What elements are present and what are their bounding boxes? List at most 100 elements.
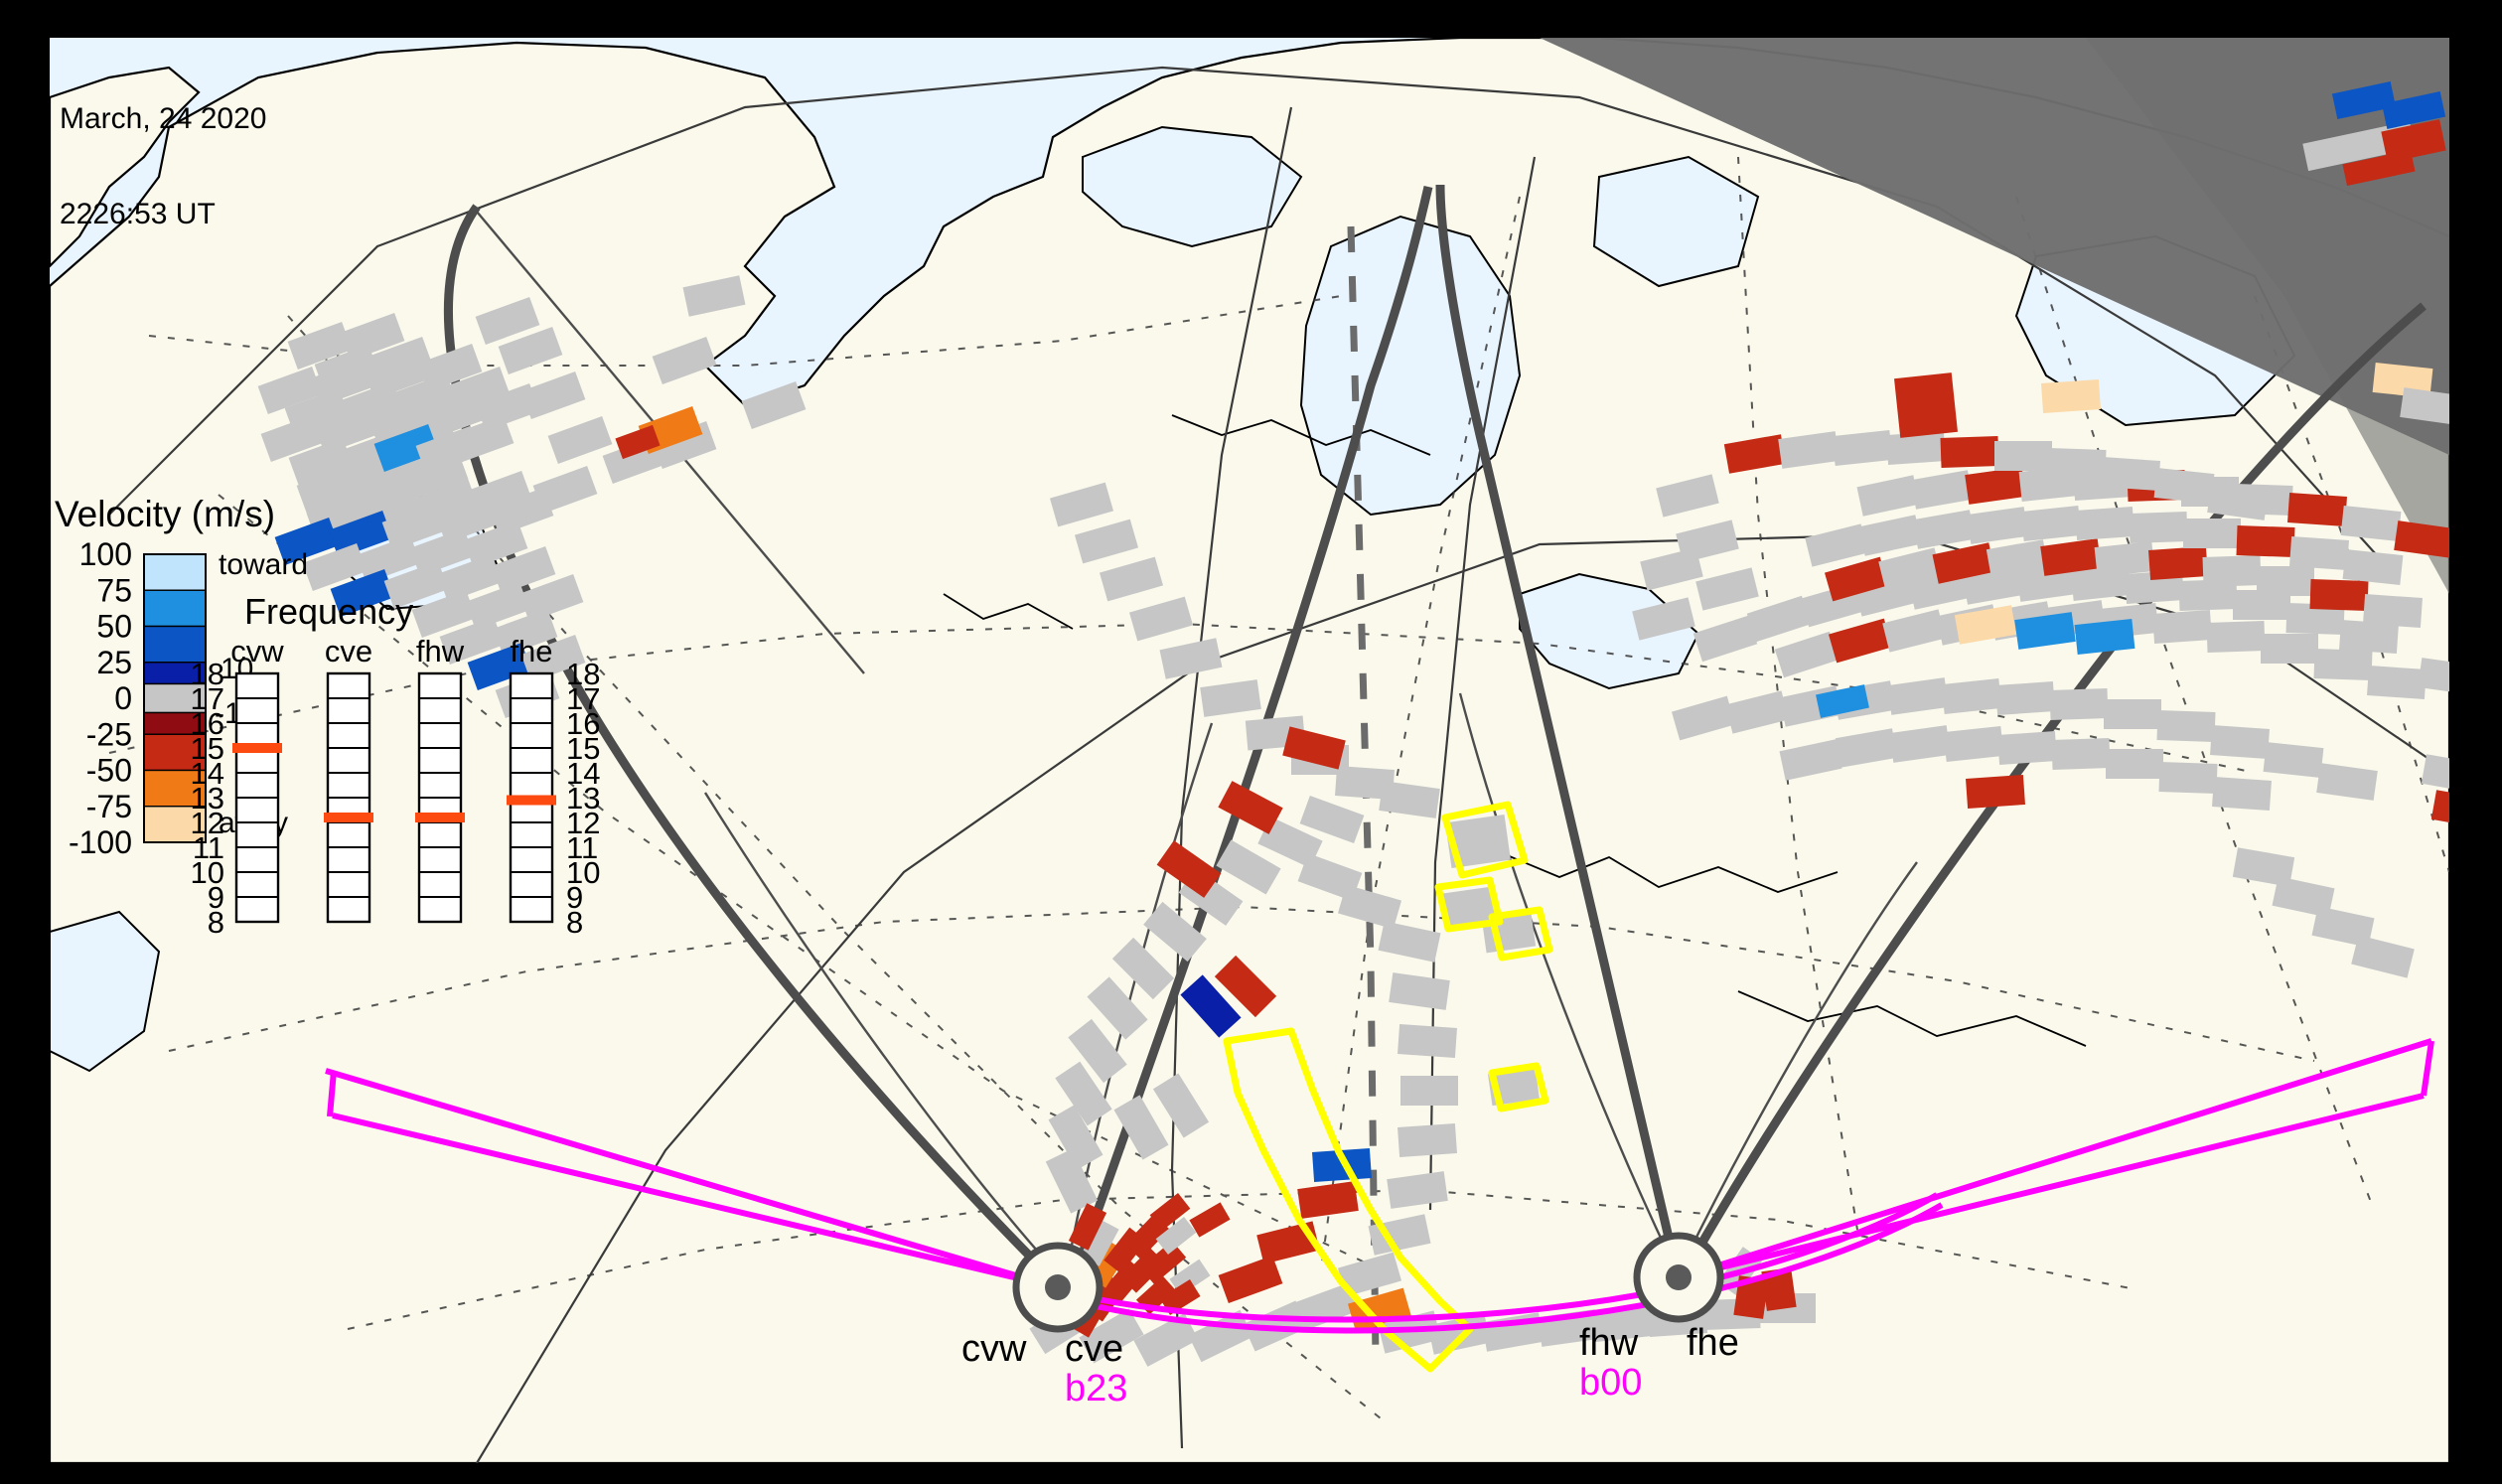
frequency-title: Frequency: [244, 591, 413, 632]
velocity-cell: [2331, 81, 2397, 119]
velocity-cell: [1941, 678, 2002, 714]
velocity-cell: [1779, 739, 1842, 781]
frequency-tick-left: 8: [208, 905, 224, 940]
velocity-cell: [2289, 536, 2349, 570]
velocity-cell: [1932, 542, 1995, 584]
frequency-tick-right: 15: [566, 731, 600, 766]
velocity-cell: [2351, 935, 2415, 978]
colorbar-tick: -100: [69, 824, 132, 860]
colorbar-title: Velocity (m/s): [55, 494, 275, 534]
velocity-cell: [615, 424, 661, 460]
velocity-cell: [274, 517, 340, 566]
velocity-cell: [1887, 677, 1949, 715]
frequency-column-header: cve: [325, 634, 372, 668]
velocity-cell: [498, 326, 563, 375]
velocity-cell: [1778, 431, 1840, 469]
velocity-cell: [2257, 566, 2314, 596]
velocity-cell: [2232, 847, 2295, 887]
velocity-cell: [1723, 434, 1787, 474]
fov-cv-outline-east: [1066, 185, 1433, 1289]
frequency-tick-left: 13: [191, 781, 224, 816]
station-cve-label: cve: [1065, 1328, 1123, 1370]
map-canvas: cvw cve b23 fhw fhe b00 Velocity (m/s) 1…: [50, 38, 2449, 1463]
velocity-cell: [1111, 937, 1175, 1000]
velocity-cell: [1080, 1219, 1119, 1266]
velocity-cell: [1200, 679, 1261, 717]
radar-site-cv[interactable]: [1012, 1242, 1104, 1333]
velocity-cell: [1282, 726, 1346, 770]
beam-b00-arc: [2421, 1040, 2434, 1097]
velocity-cell: [415, 425, 481, 475]
velocity-cell: [2212, 777, 2272, 811]
velocity-cell: [409, 527, 475, 577]
frequency-marker: [232, 743, 282, 753]
velocity-cell: [2202, 554, 2262, 588]
timestamp-block: March, 24 2020 2226:53 UT: [60, 40, 266, 294]
frequency-tick-right: 17: [566, 681, 600, 716]
colorbar-frame: [143, 553, 207, 843]
velocity-cell: [287, 321, 353, 371]
velocity-cell: [1816, 684, 1869, 718]
velocity-cell: [491, 545, 556, 595]
velocity-cell: [1337, 884, 1402, 930]
velocity-cell: [1695, 567, 1759, 611]
frequency-tick-right: 12: [566, 806, 600, 840]
velocity-cell: [1733, 1275, 1769, 1319]
velocity-cell: [1632, 597, 1695, 641]
velocity-cell: [1257, 816, 1323, 868]
velocity-cell: [2287, 493, 2347, 526]
velocity-cell: [1656, 474, 1719, 518]
velocity-cell: [2016, 564, 2078, 602]
velocity-cell: [1967, 507, 2028, 544]
velocity-cell: [302, 542, 368, 592]
velocity-cell: [1592, 1306, 1654, 1342]
station-fhw-label: fhw: [1579, 1322, 1639, 1364]
velocity-cell: [547, 415, 613, 465]
coastline-detail: [943, 414, 2087, 1047]
beam-b23-outline: [325, 1068, 1057, 1290]
colorbar-band: [143, 625, 207, 664]
velocity-cell: [1216, 839, 1281, 895]
colorbar-band: [143, 806, 207, 843]
velocity-cell: [1835, 728, 1898, 768]
velocity-cell: [288, 437, 354, 487]
velocity-cell: [330, 568, 395, 618]
velocity-cell: [1049, 482, 1114, 527]
velocity-cell: [1155, 1217, 1197, 1255]
velocity-cell: [2106, 749, 2163, 779]
frequency-tick-right: 9: [566, 880, 583, 915]
velocity-cell: [1965, 467, 2026, 505]
velocity-cell: [1218, 1255, 1283, 1304]
velocity-cell: [2148, 546, 2208, 580]
frequency-tick-right: 8: [566, 905, 583, 940]
velocity-cell: [2394, 520, 2449, 558]
frequency-column-header: fhe: [510, 634, 552, 668]
velocity-cell: [463, 519, 528, 569]
velocity-cell: [2400, 387, 2449, 425]
velocity-cell: [1055, 1061, 1112, 1126]
velocity-cell: [1079, 1308, 1144, 1364]
velocity-cell: [2272, 876, 2335, 918]
frequency-tick-left: 14: [191, 756, 224, 791]
velocity-cell: [1886, 431, 1946, 465]
velocity-cell: [435, 495, 501, 544]
fov-fh-outline-east: [1680, 302, 2427, 1278]
velocity-cell: [2309, 578, 2369, 612]
velocity-cell-layer: [257, 81, 2449, 1367]
velocity-cell: [1128, 596, 1194, 642]
frequency-tick-right: 10: [566, 855, 600, 890]
colorbar-tick: 0: [114, 680, 132, 716]
velocity-cell: [741, 380, 807, 430]
velocity-cell: [2178, 578, 2238, 612]
velocity-cell: [2236, 524, 2295, 558]
water-arctic-islands: [1082, 125, 1303, 248]
velocity-cell: [1189, 1202, 1231, 1238]
velocity-cell: [1139, 1241, 1187, 1284]
velocity-cell: [518, 573, 584, 623]
velocity-cell: [1878, 547, 1942, 591]
velocity-cell: [467, 642, 532, 691]
velocity-cell: [1640, 547, 1703, 591]
station-cvw-label: cvw: [961, 1328, 1027, 1370]
radar-site-fh[interactable]: [1633, 1232, 1724, 1323]
